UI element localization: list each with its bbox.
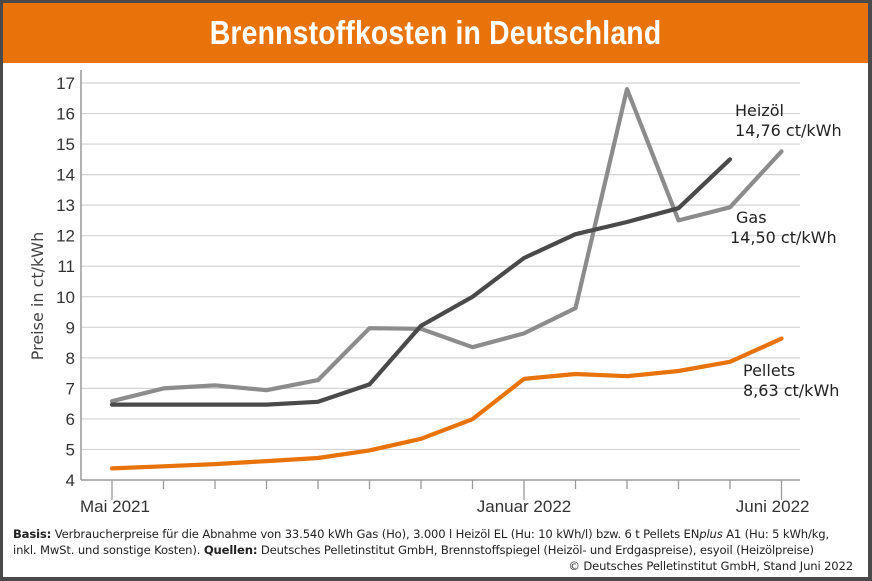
- y-tick-label: 6: [66, 410, 75, 429]
- infographic-frame: Brennstoffkosten in Deutschland 4 5 6 7 8 9 10…: [3, 3, 868, 577]
- y-tick-label: 15: [56, 135, 75, 154]
- y-axis-title: Preise in ct/kWh: [28, 232, 47, 361]
- y-tick-label: 8: [66, 349, 75, 368]
- title-bar: Brennstoffkosten in Deutschland: [3, 3, 868, 63]
- y-tick-label: 14: [56, 166, 75, 185]
- series-label-heizl-name: Heizöl: [735, 101, 784, 120]
- x-tick-label: Mai 2021: [80, 497, 150, 516]
- axes: 4 5 6 7 8 9 10 11 12 13 14 15 16 17 Mai 2021 Januar 202…: [28, 70, 810, 516]
- y-tick-label: 4: [66, 471, 75, 490]
- copyright-line: © Deutsches Pelletinstitut GmbH, Stand J…: [568, 559, 853, 573]
- line-chart: 4 5 6 7 8 9 10 11 12 13 14 15 16 17 Mai 2021 Januar 202…: [28, 70, 842, 516]
- y-tick-label: 13: [56, 196, 75, 215]
- series-label-gas-name: Gas: [736, 208, 767, 227]
- series-label-pellets-name: Pellets: [743, 361, 795, 380]
- series-lines: [109, 86, 784, 471]
- footer-line-2: inkl. MwSt. und sonstige Kosten). Quelle…: [13, 542, 853, 558]
- chart-title: Brennstoffkosten in Deutschland: [209, 14, 662, 51]
- y-tick-label: 12: [56, 227, 75, 246]
- series-line-gas: [109, 157, 733, 407]
- series-label-heizl-value: 14,76 ct/kWh: [735, 121, 842, 140]
- y-tick-label: 17: [56, 74, 75, 93]
- y-tick-label: 7: [66, 379, 75, 398]
- series-line-heizl: [109, 86, 784, 404]
- series-line-pellets: [109, 336, 784, 471]
- y-tick-label: 16: [56, 105, 75, 124]
- basis-text-3: inkl. MwSt. und sonstige Kosten).: [13, 543, 204, 557]
- basis-italic: plus: [699, 527, 723, 541]
- x-tick-label: Januar 2022: [477, 497, 572, 516]
- basis-label: Basis:: [13, 527, 52, 541]
- x-tick-label: Juni 2022: [736, 497, 810, 516]
- basis-text-1: Verbraucherpreise für die Abnahme von 33…: [51, 527, 700, 541]
- grid-lines: [81, 82, 800, 451]
- footer-line-1: Basis: Verbraucherpreise für die Abnahme…: [13, 526, 853, 542]
- series-label-gas-value: 14,50 ct/kWh: [730, 228, 837, 247]
- y-tick-label: 5: [66, 440, 75, 459]
- basis-text-2: A1 (Hu: 5 kWh/kg,: [722, 527, 830, 541]
- y-tick-label: 11: [57, 257, 75, 276]
- footer-notes: Basis: Verbraucherpreise für die Abnahme…: [13, 526, 853, 574]
- y-tick-label: 10: [56, 288, 75, 307]
- y-tick-label: 9: [66, 318, 75, 337]
- sources-label: Quellen:: [203, 543, 258, 557]
- series-label-pellets-value: 8,63 ct/kWh: [743, 381, 839, 400]
- sources-text: Deutsches Pelletinstitut GmbH, Brennstof…: [257, 543, 814, 557]
